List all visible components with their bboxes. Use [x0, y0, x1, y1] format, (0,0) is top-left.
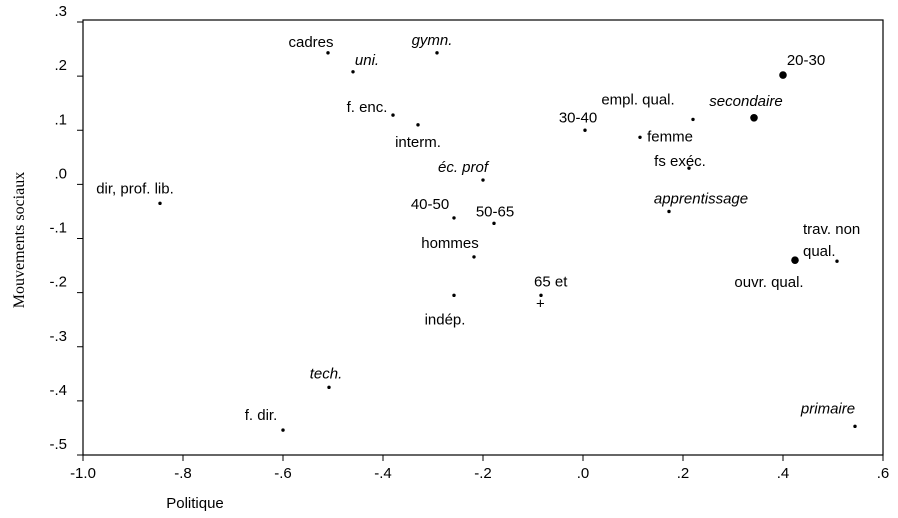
point [452, 293, 456, 298]
point-label: f. dir. [245, 407, 278, 424]
y-tick-label: .0 [54, 165, 67, 182]
point [779, 71, 787, 79]
y-tick-label: .2 [54, 57, 67, 74]
y-tick-label: -.4 [49, 382, 67, 399]
point-label: fs exéc. [654, 153, 706, 170]
point-label: secondaire [709, 93, 782, 110]
point [687, 166, 691, 170]
point [326, 51, 330, 55]
point [691, 117, 695, 122]
point-label: empl. qual. [601, 91, 674, 108]
point-label: 65 et + [534, 273, 568, 312]
point [638, 135, 642, 139]
point-label: f. enc. [347, 99, 388, 116]
point-label: cadres [288, 34, 333, 51]
point-label: indép. [425, 311, 466, 328]
point-label: ouvr. qual. [734, 274, 803, 291]
y-tick-label: -.5 [49, 436, 67, 453]
y-tick-label: -.3 [49, 328, 67, 345]
point-label: 40-50 [411, 196, 449, 213]
point-label: femme [647, 128, 693, 145]
plot-frame [82, 19, 884, 456]
point-label: gymn. [412, 32, 453, 49]
point [492, 221, 496, 226]
point [416, 123, 420, 127]
x-tick-label: -.2 [474, 465, 492, 482]
y-axis-title: Mouvements sociaux [11, 172, 28, 308]
point-label: tech. [310, 365, 343, 382]
point [472, 255, 476, 259]
point [539, 293, 543, 298]
point [481, 178, 485, 182]
y-tick-label: -.2 [49, 274, 67, 291]
point-label: trav. non qual. [803, 221, 860, 260]
point-label: interm. [395, 134, 441, 151]
point [281, 428, 285, 432]
point [583, 128, 587, 132]
x-tick-label: -.4 [374, 465, 392, 482]
x-axis-title: Politique [166, 495, 224, 512]
y-tick-label: .1 [54, 111, 67, 128]
y-tick-label: -.1 [49, 220, 67, 237]
point [835, 259, 839, 263]
x-tick-label: .0 [577, 465, 590, 482]
point-label: dir, prof. lib. [96, 180, 174, 197]
point [853, 424, 857, 429]
point [351, 70, 355, 74]
point-label: 50-65 [476, 203, 514, 220]
point-label: primaire [800, 400, 855, 417]
point [435, 51, 439, 55]
point [391, 113, 395, 117]
x-tick-label: -.8 [174, 465, 192, 482]
point [750, 114, 758, 122]
y-tick-label: .3 [54, 3, 67, 20]
point-label: apprentissage [654, 190, 748, 207]
x-tick-label: .4 [777, 465, 790, 482]
point-label: 20-30 [787, 52, 825, 69]
point [452, 216, 456, 220]
point [327, 385, 331, 390]
x-tick-label: -.6 [274, 465, 292, 482]
point-label: éc. prof [438, 159, 490, 176]
point [667, 209, 671, 214]
x-tick-label: .6 [877, 465, 890, 482]
point-label: uni. [355, 52, 379, 69]
x-tick-label: .2 [677, 465, 690, 482]
x-tick-label: -1.0 [70, 465, 96, 482]
point-label: hommes [421, 235, 479, 252]
point [158, 201, 162, 206]
point [791, 256, 799, 264]
point-label: 30-40 [559, 109, 597, 126]
